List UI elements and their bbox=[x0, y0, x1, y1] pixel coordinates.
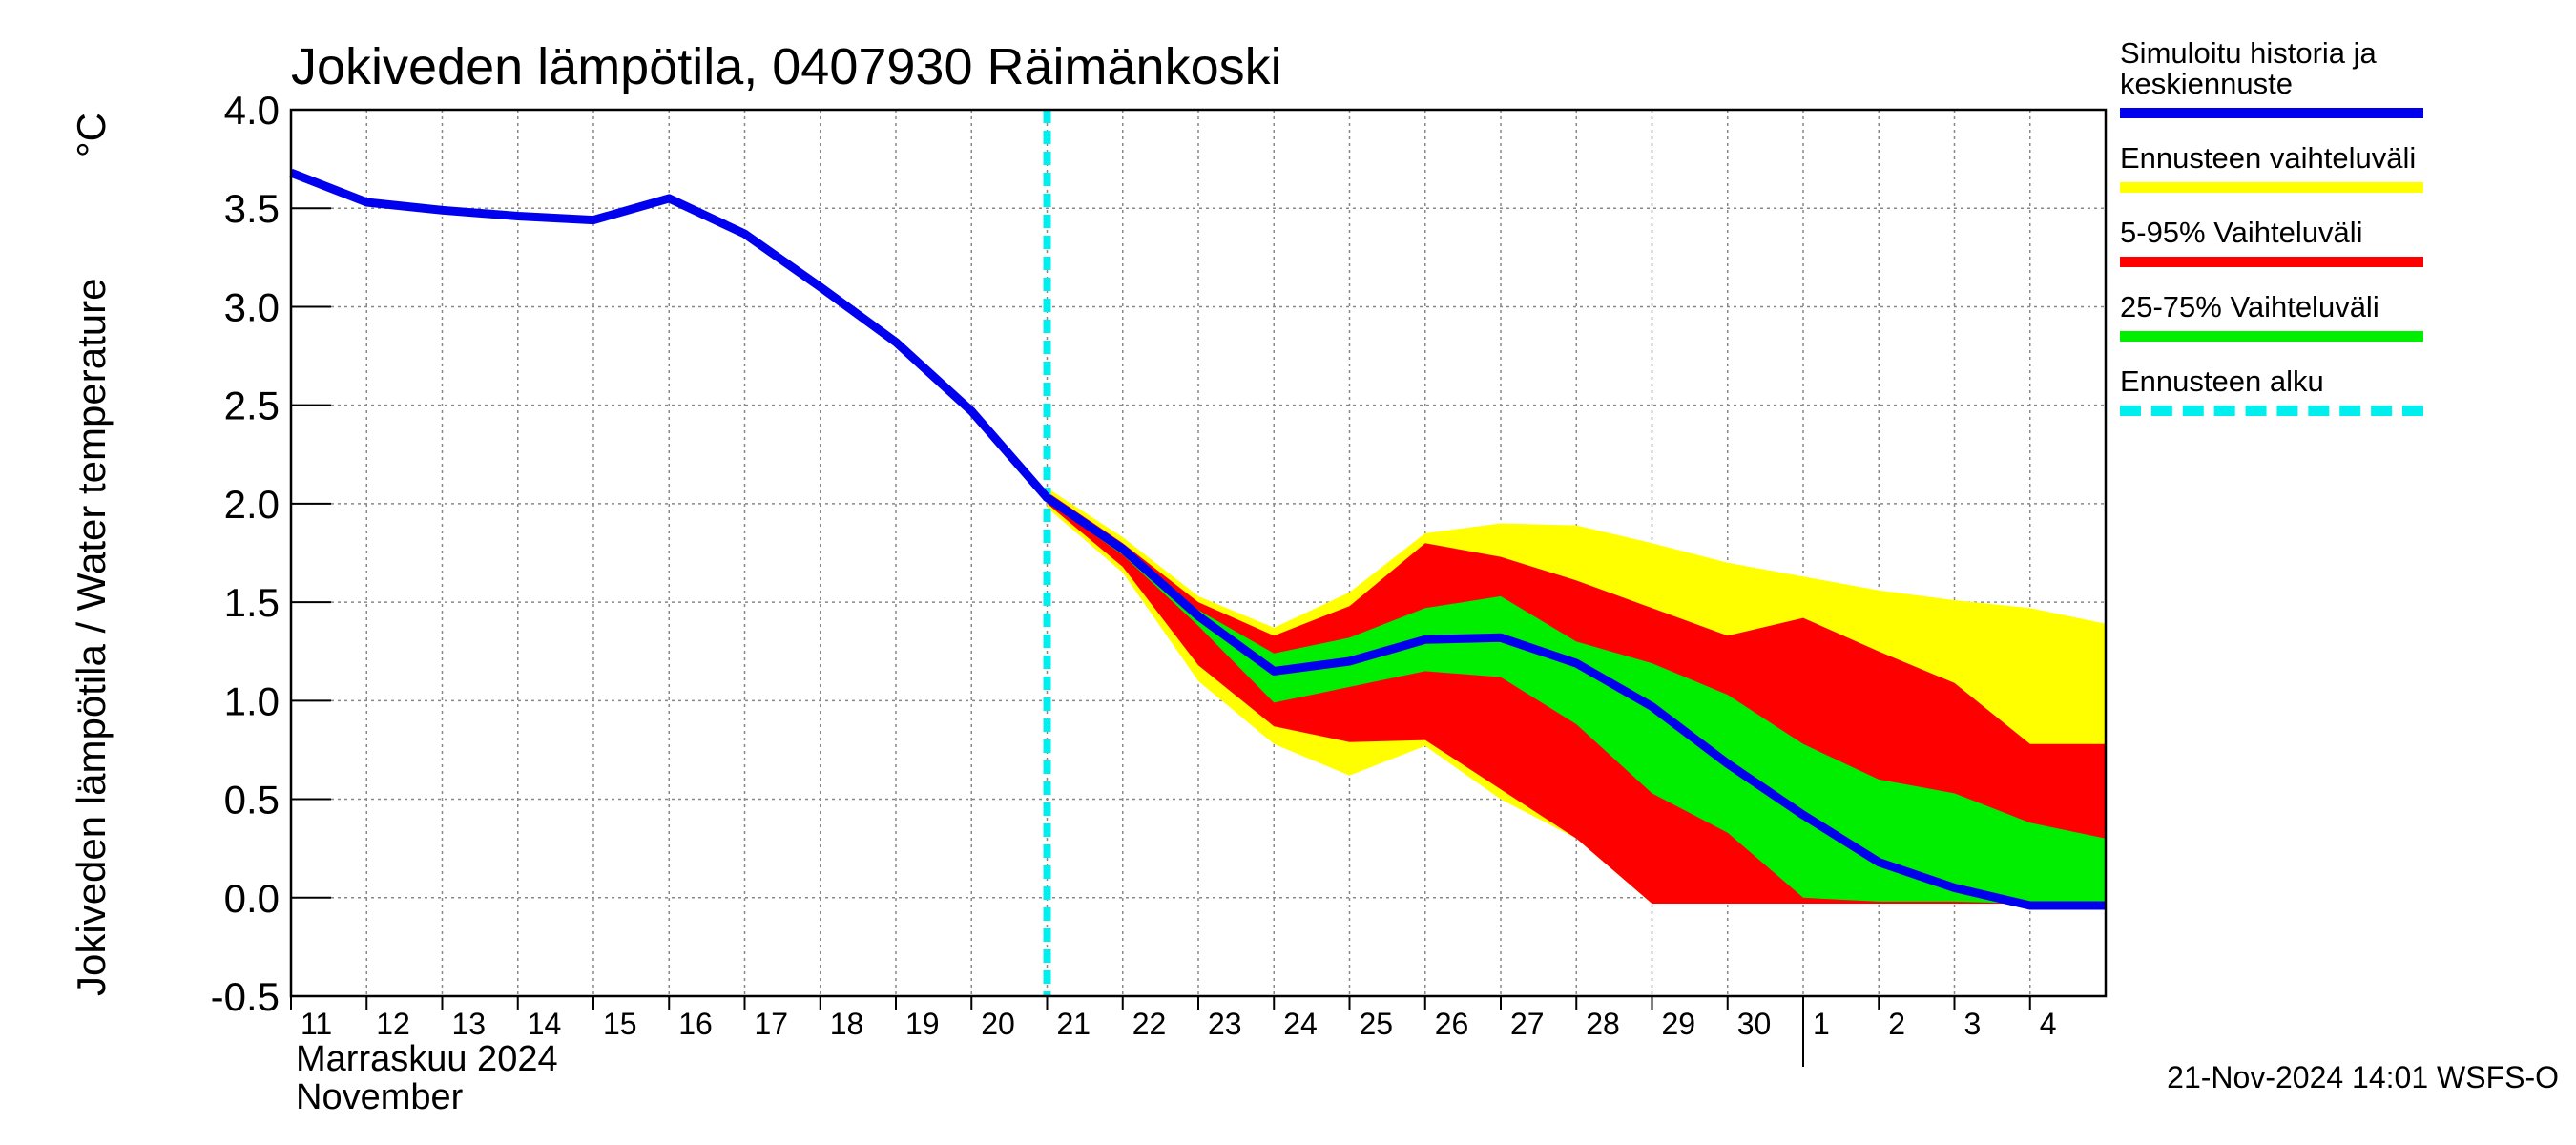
legend-swatch bbox=[2120, 108, 2423, 118]
legend-label: Ennusteen vaihteluväli bbox=[2120, 141, 2417, 175]
line bbox=[289, 168, 2106, 910]
legend: Simuloitu historia ja keskiennuste Ennust… bbox=[2120, 38, 2559, 422]
x-tick-label: 16 bbox=[678, 1007, 713, 1041]
x-tick-label: 15 bbox=[603, 1007, 637, 1041]
y-tick-label: 1.0 bbox=[224, 678, 280, 723]
legend-swatch bbox=[2120, 331, 2423, 342]
y-tick-label: -0.5 bbox=[211, 974, 280, 1019]
legend-item: 25-75% Vaihteluväli bbox=[2120, 273, 2559, 347]
x-tick-label: 12 bbox=[376, 1007, 410, 1041]
legend-label: 5-95% Vaihteluväli bbox=[2120, 216, 2363, 249]
legend-swatch bbox=[2120, 406, 2423, 416]
axes: -0.50.00.51.01.52.02.53.03.54.011 12 13 14 1… bbox=[211, 88, 2108, 1067]
plot-data bbox=[289, 110, 2106, 996]
chart-title: Jokiveden lämpötila, 0407930 Räimänkoski bbox=[291, 38, 1282, 95]
y-tick-label: 0.5 bbox=[224, 778, 280, 822]
x-tick-label: 4 bbox=[2040, 1007, 2057, 1041]
x-tick-label: 22 bbox=[1132, 1007, 1167, 1041]
y-tick-label: 3.5 bbox=[224, 186, 280, 231]
y-tick-label: 3.0 bbox=[224, 284, 280, 329]
x-tick-label: 23 bbox=[1208, 1007, 1242, 1041]
legend-label: Simuloitu historia ja keskiennuste bbox=[2120, 36, 2377, 100]
legend-swatch bbox=[2120, 182, 2423, 193]
x-tick-label: 17 bbox=[755, 1007, 789, 1041]
y-tick-label: 0.0 bbox=[224, 876, 280, 921]
x-tick-label: 18 bbox=[830, 1007, 864, 1041]
x-tick-label: 27 bbox=[1510, 1007, 1545, 1041]
x-tick-label: 1 bbox=[1813, 1007, 1830, 1041]
x-tick-label: 13 bbox=[452, 1007, 487, 1041]
x-tick-label: 11 bbox=[301, 1007, 332, 1041]
legend-item: Ennusteen alku bbox=[2120, 347, 2559, 422]
x-tick-label: 28 bbox=[1586, 1007, 1620, 1041]
x-tick-label: 29 bbox=[1662, 1007, 1696, 1041]
x-axis-label: November bbox=[296, 1077, 464, 1117]
footer: 21-Nov-2024 14:01 WSFS-O bbox=[2167, 1060, 2559, 1094]
x-tick-label: 2 bbox=[1888, 1007, 1905, 1041]
y-tick-label: 2.5 bbox=[224, 384, 280, 428]
legend-item: Ennusteen vaihteluväli bbox=[2120, 124, 2559, 198]
x-tick-label: 20 bbox=[981, 1007, 1015, 1041]
band-area bbox=[1047, 495, 2106, 904]
legend-item: Simuloitu historia ja keskiennuste bbox=[2120, 38, 2559, 124]
x-tick-label: 14 bbox=[528, 1007, 562, 1041]
x-tick-label: 25 bbox=[1360, 1007, 1394, 1041]
legend-swatch bbox=[2120, 257, 2423, 267]
legend-label: 25-75% Vaihteluväli bbox=[2120, 290, 2379, 323]
x-tick-label: 19 bbox=[905, 1007, 940, 1041]
legend-item: 5-95% Vaihteluväli bbox=[2120, 198, 2559, 273]
plot-frame bbox=[289, 108, 2108, 998]
x-axis-label: Marraskuu 2024 bbox=[296, 1039, 558, 1079]
y-axis-label: Jokiveden lämpötila / Water temperature bbox=[69, 279, 114, 996]
y-tick-label: 1.5 bbox=[224, 580, 280, 625]
y-tick-label: 2.0 bbox=[224, 482, 280, 527]
x-tick-label: 3 bbox=[1964, 1007, 1982, 1041]
y-tick-label: 4.0 bbox=[224, 88, 280, 133]
x-tick-label: 30 bbox=[1737, 1007, 1772, 1041]
x-tick-label: 24 bbox=[1283, 1007, 1318, 1041]
x-tick-label: 26 bbox=[1435, 1007, 1469, 1041]
x-tick-label: 21 bbox=[1057, 1007, 1091, 1041]
legend-label: Ennusteen alku bbox=[2120, 364, 2324, 398]
y-axis-unit: °C bbox=[69, 113, 114, 157]
